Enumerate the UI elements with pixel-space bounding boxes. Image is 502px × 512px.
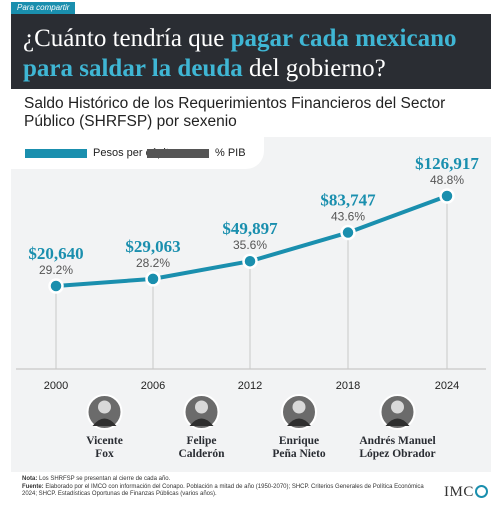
data-label-pesos: $20,640 — [28, 244, 83, 263]
president-first-name: Andrés Manuel — [359, 435, 435, 447]
portrait-body — [287, 418, 311, 426]
data-point — [340, 224, 356, 241]
footnote-nota-text: Los SHRFSP se presentan al cierre de cad… — [37, 476, 171, 482]
x-tick-label: 2012 — [238, 380, 262, 392]
president-last-name: Calderón — [179, 448, 226, 460]
data-label-pesos: $83,747 — [320, 191, 376, 210]
data-point — [145, 271, 161, 287]
president-last-name: López Obrador — [359, 448, 435, 460]
portrait-head — [195, 400, 208, 414]
footnote-fuente-text: Elaborado por el IMCO con información de… — [22, 483, 424, 498]
footnote: Nota: Los SHRFSP se presentan al cierre … — [22, 476, 432, 499]
president-last-name: Peña Nieto — [272, 448, 326, 460]
portrait-head — [98, 400, 111, 414]
footnote-nota: Nota: Los SHRFSP se presentan al cierre … — [22, 476, 432, 484]
president-first-name: Vicente — [86, 435, 123, 447]
x-tick-label: 2024 — [435, 380, 459, 392]
portrait-head — [292, 400, 306, 414]
legend-swatch-pesos — [25, 148, 87, 158]
legend: Pesos per cápita % PIB — [11, 137, 264, 169]
president-first-name: Enrique — [279, 435, 319, 447]
president-portrait — [281, 394, 317, 430]
share-tag: Para compartir — [11, 2, 76, 14]
data-label-pesos: $29,063 — [125, 237, 180, 256]
data-label-pesos: $49,897 — [222, 219, 278, 238]
data-point — [48, 278, 64, 294]
portrait-body — [385, 418, 410, 426]
headline-part2: del gobierno? — [242, 55, 386, 82]
headline-highlight: pagar cada mexicano para saldar la deuda — [23, 25, 457, 82]
footnote-fuente: Fuente: Elaborado por el IMCO con inform… — [22, 484, 432, 499]
imco-logo: IMC — [444, 484, 488, 501]
chart-subtitle: Saldo Histórico de los Requerimientos Fi… — [24, 95, 446, 130]
footnote-fuente-label: Fuente: — [22, 483, 44, 490]
headline: ¿Cuánto tendría que pagar cada mexicano … — [23, 24, 481, 84]
data-point — [439, 188, 455, 204]
data-label-pib: 48.8% — [430, 173, 464, 187]
president-portrait — [379, 394, 416, 430]
portrait-body — [189, 418, 214, 426]
data-label-pib: 43.6% — [331, 210, 365, 224]
portrait-head — [391, 400, 404, 414]
data-point — [242, 253, 258, 269]
data-label-pib: 35.6% — [233, 238, 267, 252]
data-label-pib: 28.2% — [136, 256, 170, 270]
president-portrait — [183, 394, 220, 430]
president-portrait — [86, 394, 123, 430]
data-label-pib: 29.2% — [39, 263, 73, 277]
legend-label-pib: % PIB — [215, 147, 246, 159]
data-label-pesos: $126,917 — [415, 154, 479, 173]
legend-item-pib: % PIB — [147, 147, 246, 159]
president-last-name: Fox — [95, 448, 114, 460]
president-first-name: Felipe — [186, 435, 216, 447]
headline-box: ¿Cuánto tendría que pagar cada mexicano … — [11, 14, 491, 89]
imco-logo-ring — [474, 485, 488, 498]
footnote-nota-label: Nota: — [22, 476, 38, 482]
x-tick-label: 2006 — [141, 380, 165, 392]
portrait-body — [92, 418, 117, 426]
imco-logo-text: IMC — [444, 484, 474, 500]
x-tick-label: 2000 — [44, 380, 68, 392]
x-tick-label: 2018 — [336, 380, 360, 392]
headline-part1: ¿Cuánto tendría que — [23, 25, 231, 52]
legend-swatch-pib — [147, 148, 209, 158]
